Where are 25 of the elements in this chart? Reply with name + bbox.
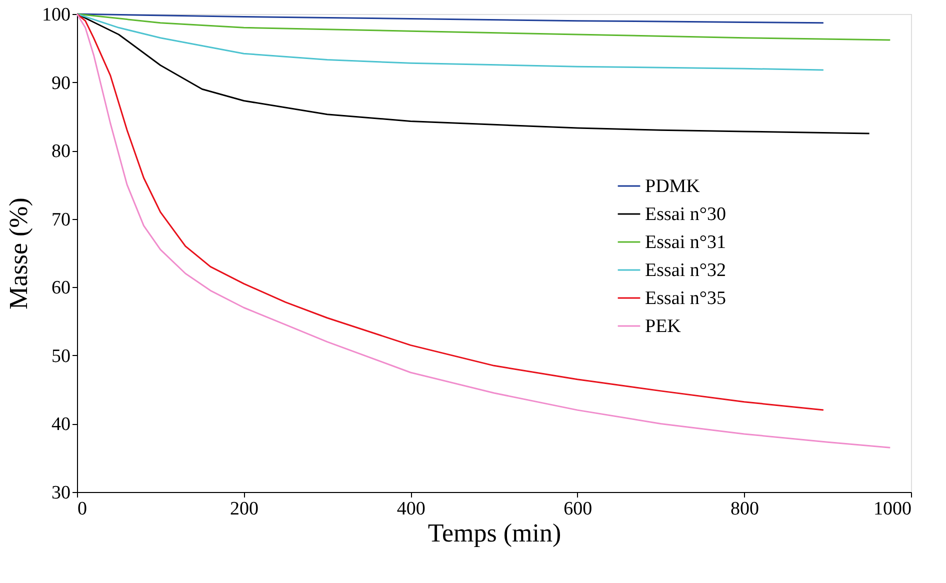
x-axis-title: Temps (min) [428, 518, 562, 548]
x-tick-label: 600 [564, 498, 592, 520]
legend-label: Essai n°32 [645, 260, 726, 281]
legend-label: Essai n°35 [645, 288, 726, 309]
y-tick-label: 50 [52, 346, 70, 367]
y-tick-label: 100 [42, 4, 70, 26]
y-tick-label: 40 [52, 414, 70, 436]
x-tick-label: 200 [230, 498, 259, 520]
legend-label: Essai n°31 [645, 232, 726, 253]
line-series [76, 13, 891, 41]
x-tick-label: 800 [730, 498, 759, 520]
legend-label: PEK [645, 316, 682, 337]
y-tick-label: 90 [52, 72, 70, 94]
x-tick-label: 0 [78, 498, 87, 520]
line-series [76, 13, 824, 411]
y-tick-label: 80 [52, 141, 70, 162]
y-tick-label: 60 [52, 278, 70, 299]
line-series [76, 13, 824, 71]
y-tick-label: 30 [52, 482, 70, 504]
x-tick-label: 400 [396, 498, 426, 520]
legend-label: PDMK [645, 176, 700, 197]
x-tick-label: 1000 [874, 498, 912, 520]
legend-label: Essai n°30 [645, 204, 726, 225]
y-tick-label: 70 [52, 209, 70, 230]
y-axis-title: Masse (%) [4, 198, 33, 310]
